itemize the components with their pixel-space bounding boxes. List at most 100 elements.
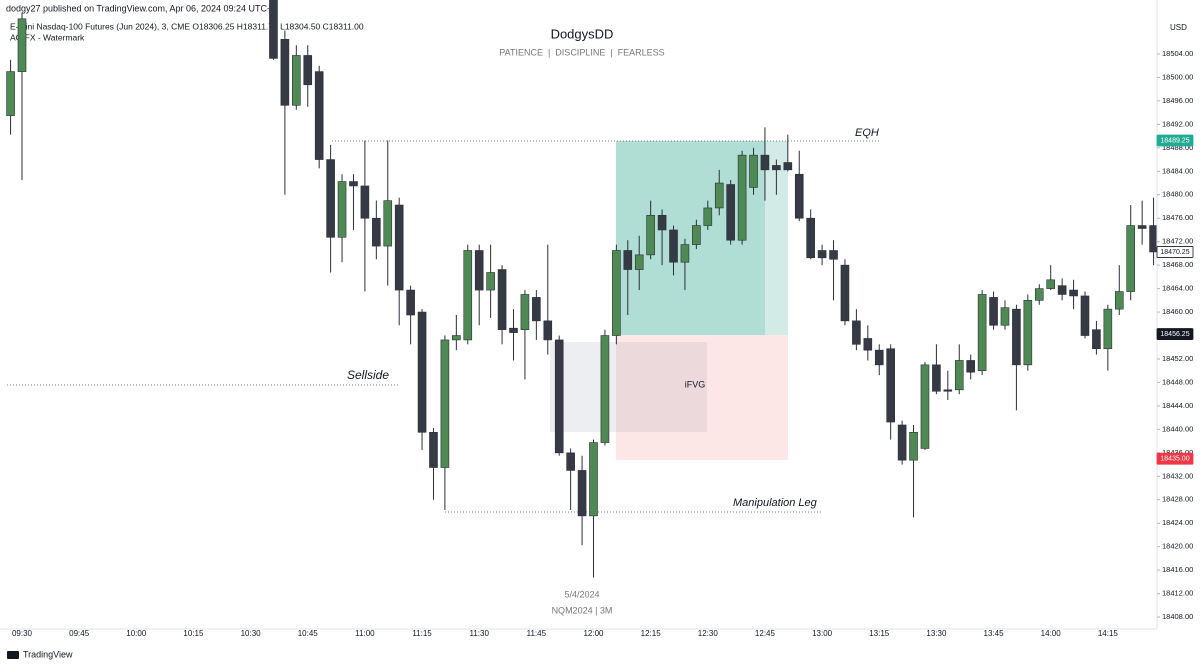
candle-up	[954, 360, 964, 391]
y-tick-label: 18408.00	[1162, 612, 1193, 621]
candle-down	[360, 185, 370, 219]
candle-down	[772, 165, 781, 171]
candle-up	[680, 244, 690, 263]
y-tick-label: 18496.00	[1162, 96, 1193, 105]
x-tick-label: 11:00	[355, 629, 375, 638]
candle-down	[497, 269, 507, 330]
candle-up	[292, 55, 301, 106]
candle-up	[1000, 307, 1010, 326]
candle-down	[532, 297, 541, 322]
x-tick-label: 12:30	[698, 629, 719, 638]
y-tick-label: 18448.00	[1162, 377, 1193, 386]
x-tick-label: 10:45	[298, 629, 319, 638]
candle-down	[1012, 308, 1021, 366]
ifvg-label: iFVG	[685, 379, 706, 389]
candle-down	[623, 250, 633, 270]
watermark-symbol: NQM2024 | 3M	[552, 605, 613, 615]
x-tick-label: 13:00	[812, 629, 833, 638]
candle-down	[657, 214, 667, 231]
y-tick-label: 18472.00	[1162, 237, 1193, 246]
x-tick-label: 09:45	[69, 629, 90, 638]
candle-down	[874, 349, 884, 366]
candle-up	[6, 71, 15, 116]
x-tick-label: 12:15	[641, 629, 662, 638]
candle-down	[806, 217, 815, 259]
watermark-title: DodgysDD	[551, 26, 614, 41]
footer-logo: TradingView	[7, 649, 73, 659]
candle-down	[943, 389, 953, 392]
price-label-box	[1156, 452, 1194, 465]
candle-up	[600, 335, 610, 443]
y-tick-label: 18464.00	[1162, 284, 1193, 293]
candle-up	[977, 294, 987, 372]
x-tick-label: 11:45	[527, 629, 547, 638]
logo-icon	[7, 651, 19, 659]
candle-down	[760, 154, 770, 171]
y-tick-label: 18452.00	[1162, 354, 1193, 363]
y-tick-label: 18436.00	[1162, 448, 1193, 457]
candle-down	[863, 338, 873, 351]
candle-down	[543, 320, 553, 341]
candle-down	[429, 432, 438, 468]
price-label: 18456.25	[1160, 331, 1189, 338]
candle-up	[463, 250, 473, 341]
candle-up	[337, 181, 347, 238]
y-tick-label: 18460.00	[1162, 307, 1193, 316]
candle-down	[726, 184, 735, 241]
x-tick-label: 13:15	[869, 629, 890, 638]
candle-up	[909, 432, 918, 461]
x-tick-label: 12:45	[755, 629, 776, 638]
y-tick-label: 18500.00	[1162, 72, 1193, 81]
ifvg-zone	[616, 335, 788, 460]
candle-down	[394, 204, 404, 291]
y-tick-label: 18444.00	[1162, 401, 1193, 410]
candle-down	[280, 39, 290, 106]
candle-down	[554, 339, 564, 454]
candle-down	[474, 250, 484, 291]
fvg-zone	[550, 342, 707, 432]
candle-up	[1034, 288, 1044, 301]
price-label: 18470.25	[1160, 249, 1189, 256]
candle-down	[417, 311, 427, 433]
price-label-box	[1156, 134, 1194, 147]
sellside-label: Sellside	[347, 368, 389, 382]
price-label: 18489.25	[1160, 137, 1189, 144]
x-tick-label: 11:15	[412, 629, 432, 638]
candle-down	[509, 327, 518, 333]
y-tick-label: 18484.00	[1162, 166, 1193, 175]
x-tick-label: 11:30	[469, 629, 489, 638]
candle-up	[749, 154, 758, 188]
candle-down	[1137, 225, 1147, 229]
candle-up	[920, 364, 930, 449]
candle-down	[897, 424, 907, 461]
candle-down	[829, 250, 838, 260]
y-tick-label: 18420.00	[1162, 542, 1193, 551]
x-tick-label: 13:45	[984, 629, 1005, 638]
candle-down	[886, 348, 895, 423]
candle-up	[612, 250, 621, 336]
currency: USD	[1170, 23, 1187, 32]
x-tick-label: 14:00	[1041, 629, 1062, 638]
candle-down	[1149, 225, 1157, 253]
candle-up	[589, 442, 598, 517]
indicator: AG FX - Watermark	[10, 32, 85, 42]
candle-down	[989, 297, 998, 326]
manipulation-label: Manipulation Leg	[733, 497, 818, 509]
y-tick-label: 18432.00	[1162, 471, 1193, 480]
candle-down	[669, 229, 678, 263]
price-label-box	[1156, 328, 1194, 340]
plot	[6, 0, 1157, 578]
x-tick-label: 14:15	[1098, 629, 1119, 638]
y-tick-label: 18416.00	[1162, 565, 1193, 574]
candle-up	[714, 182, 724, 209]
x-tick-label: 10:30	[241, 629, 262, 638]
candle-up	[703, 207, 713, 226]
candle-down	[1057, 285, 1067, 295]
candle-up	[646, 214, 655, 256]
candle-down	[1092, 329, 1101, 350]
x-tick-label: 10:00	[126, 629, 147, 638]
candle-down	[852, 320, 861, 345]
watermark-subtitle: PATIENCE | DISCIPLINE | FEARLESS	[499, 47, 664, 57]
